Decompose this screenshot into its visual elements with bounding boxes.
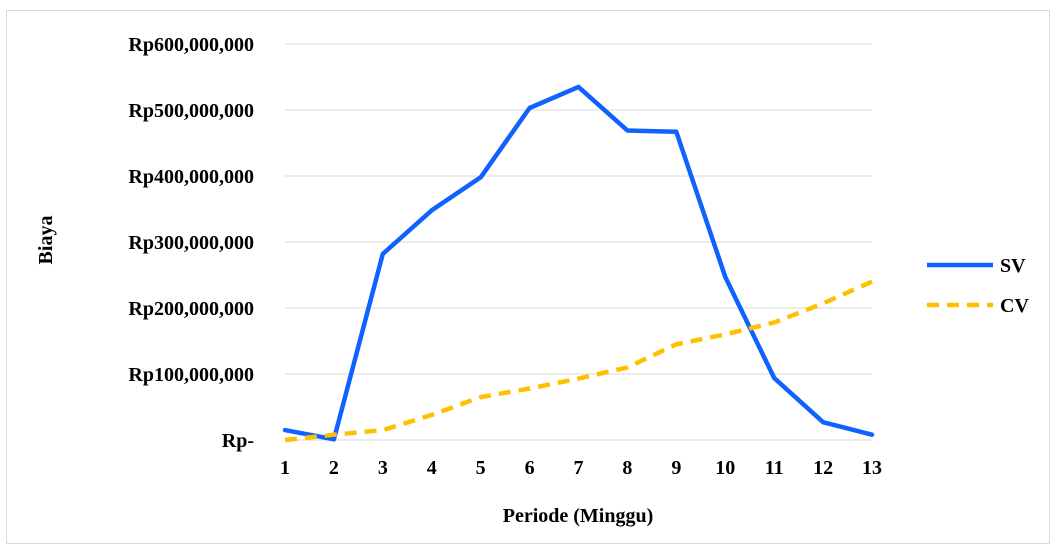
legend-label-sv: SV: [1000, 255, 1026, 277]
x-axis-ticks: 1 2 3 4 5 6 7 8 9 10 11 12 13: [280, 457, 882, 479]
x-tick-label: 6: [525, 457, 535, 479]
legend-label-cv: CV: [1000, 295, 1029, 317]
series-lines: [282, 84, 875, 443]
x-tick-label: 11: [765, 457, 784, 479]
x-tick-label: 3: [378, 457, 388, 479]
y-tick-label: Rp600,000,000: [128, 34, 254, 56]
x-tick-label: 13: [862, 457, 882, 479]
y-tick-label: Rp100,000,000: [128, 364, 254, 386]
x-tick-label: 10: [715, 457, 735, 479]
legend: SV CV: [927, 255, 1029, 317]
series-line-sv: [282, 84, 875, 442]
x-tick-label: 5: [476, 457, 486, 479]
chart-frame: [6, 10, 1050, 544]
x-tick-label: 8: [622, 457, 632, 479]
y-tick-label: Rp400,000,000: [128, 166, 254, 188]
x-axis-title: Periode (Minggu): [503, 505, 654, 527]
y-tick-label: Rp200,000,000: [128, 298, 254, 320]
x-tick-label: 9: [671, 457, 681, 479]
series-line-cv: [284, 279, 873, 443]
y-tick-label: Rp-: [222, 430, 254, 452]
x-tick-label: 4: [427, 457, 437, 479]
x-tick-label: 2: [329, 457, 339, 479]
x-tick-label: 12: [813, 457, 833, 479]
y-tick-label: Rp300,000,000: [128, 232, 254, 254]
x-tick-label: 7: [574, 457, 584, 479]
x-tick-label: 1: [280, 457, 290, 479]
y-axis-title: Biaya: [35, 216, 57, 265]
y-tick-label: Rp500,000,000: [128, 100, 254, 122]
y-axis-ticks: Rp- Rp100,000,000 Rp200,000,000 Rp300,000,0…: [128, 34, 254, 452]
